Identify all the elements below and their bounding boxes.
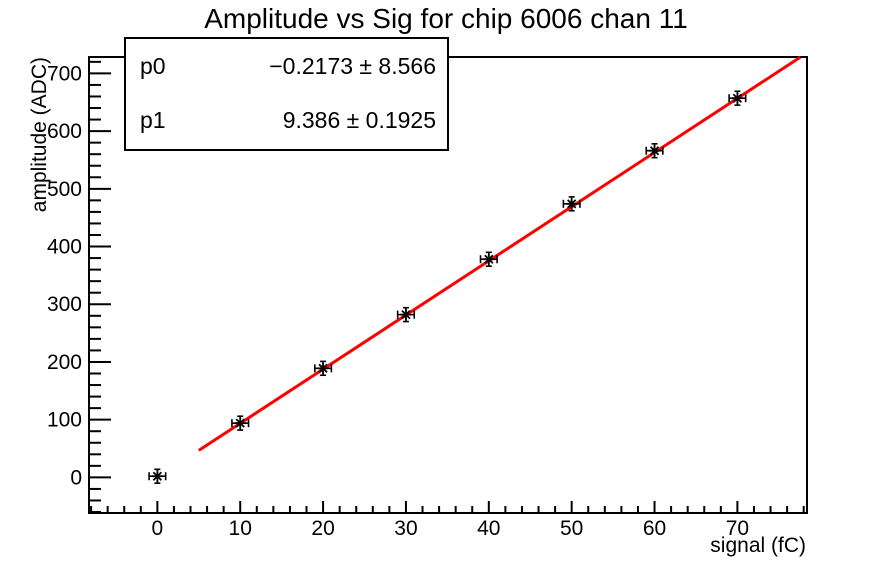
axis-ticks [89, 60, 805, 514]
stats-p1-value: 9.386 ± 0.1925 [283, 107, 436, 133]
x-tick-label: 10 [229, 517, 252, 540]
marker-asterisk [235, 418, 245, 428]
marker-asterisk [484, 254, 494, 264]
data-point [313, 360, 333, 377]
data-point [396, 306, 416, 323]
y-tick-label: 100 [47, 409, 82, 432]
x-tick-label: 0 [152, 517, 164, 540]
stats-p0-value: −0.2173 ± 8.566 [269, 53, 436, 79]
fit-stats-box: p0 −0.2173 ± 8.566 p1 9.386 ± 0.1925 [124, 37, 449, 151]
y-axis-title: amplitude (ADC) [28, 57, 51, 212]
data-point [645, 143, 664, 159]
x-tick-label: 70 [726, 517, 749, 540]
stats-box-border [124, 37, 449, 151]
marker-asterisk [567, 199, 577, 209]
data-point [728, 90, 747, 106]
fit-line [197, 55, 802, 452]
stats-p1-label: p1 [140, 107, 166, 133]
data-point [562, 196, 581, 212]
x-tick-label: 60 [643, 517, 666, 540]
y-tick-label: 600 [47, 120, 82, 143]
data-point [148, 468, 167, 484]
marker-asterisk [318, 363, 328, 373]
data-series [148, 55, 802, 484]
y-tick-label: 0 [70, 466, 82, 489]
marker-asterisk [649, 146, 660, 156]
marker-asterisk [401, 309, 411, 320]
x-axis-title: signal (fC) [710, 534, 806, 557]
y-tick-label: 200 [47, 351, 82, 374]
x-tick-label: 40 [477, 517, 500, 540]
y-tick-label: 500 [47, 178, 82, 201]
y-tick-label: 400 [47, 236, 82, 259]
marker-asterisk [732, 93, 743, 103]
data-point [479, 251, 498, 267]
x-tick-label: 20 [311, 517, 334, 540]
stats-p0-label: p0 [140, 53, 166, 79]
chart-title: Amplitude vs Sig for chip 6006 chan 11 [204, 3, 688, 34]
x-tick-label: 30 [394, 517, 417, 540]
y-tick-label: 300 [47, 293, 82, 316]
marker-asterisk [152, 471, 162, 481]
data-point [231, 415, 250, 431]
x-tick-label: 50 [560, 517, 583, 540]
y-tick-label: 700 [47, 62, 82, 85]
